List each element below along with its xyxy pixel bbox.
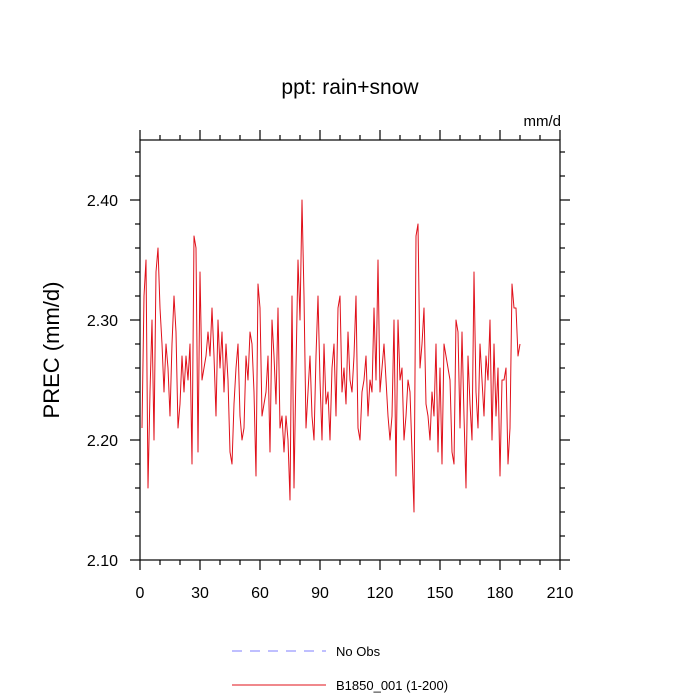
plot-frame <box>139 139 561 561</box>
y-tick-label: 2.10 <box>87 553 118 570</box>
x-tick-label: 120 <box>367 585 394 602</box>
x-tick-label: 60 <box>251 585 269 602</box>
y-axis-label: PREC (mm/d) <box>39 282 64 419</box>
chart-units-label: mm/d <box>524 113 562 130</box>
y-tick-label: 2.30 <box>87 313 118 330</box>
legend-label-no-obs: No Obs <box>336 644 381 659</box>
y-tick-label: 2.40 <box>87 193 118 210</box>
series-group <box>141 199 521 513</box>
x-tick-label: 180 <box>487 585 514 602</box>
legend-label-b1850: B1850_001 (1-200) <box>336 678 448 693</box>
x-tick-label: 90 <box>311 585 329 602</box>
x-tick-label: 30 <box>191 585 209 602</box>
x-tick-label: 150 <box>427 585 454 602</box>
series-line-b1850-001 <box>141 199 521 513</box>
y-tick-label: 2.20 <box>87 433 118 450</box>
axis-ticks: 0 30 60 90 120 150 180 210 2.10 2.20 2.30 2.40 <box>87 130 574 602</box>
x-tick-label: 0 <box>136 585 145 602</box>
x-tick-label: 210 <box>547 585 574 602</box>
chart-title: ppt: rain+snow <box>281 76 419 99</box>
legend: No Obs B1850_001 (1-200) <box>232 644 448 693</box>
